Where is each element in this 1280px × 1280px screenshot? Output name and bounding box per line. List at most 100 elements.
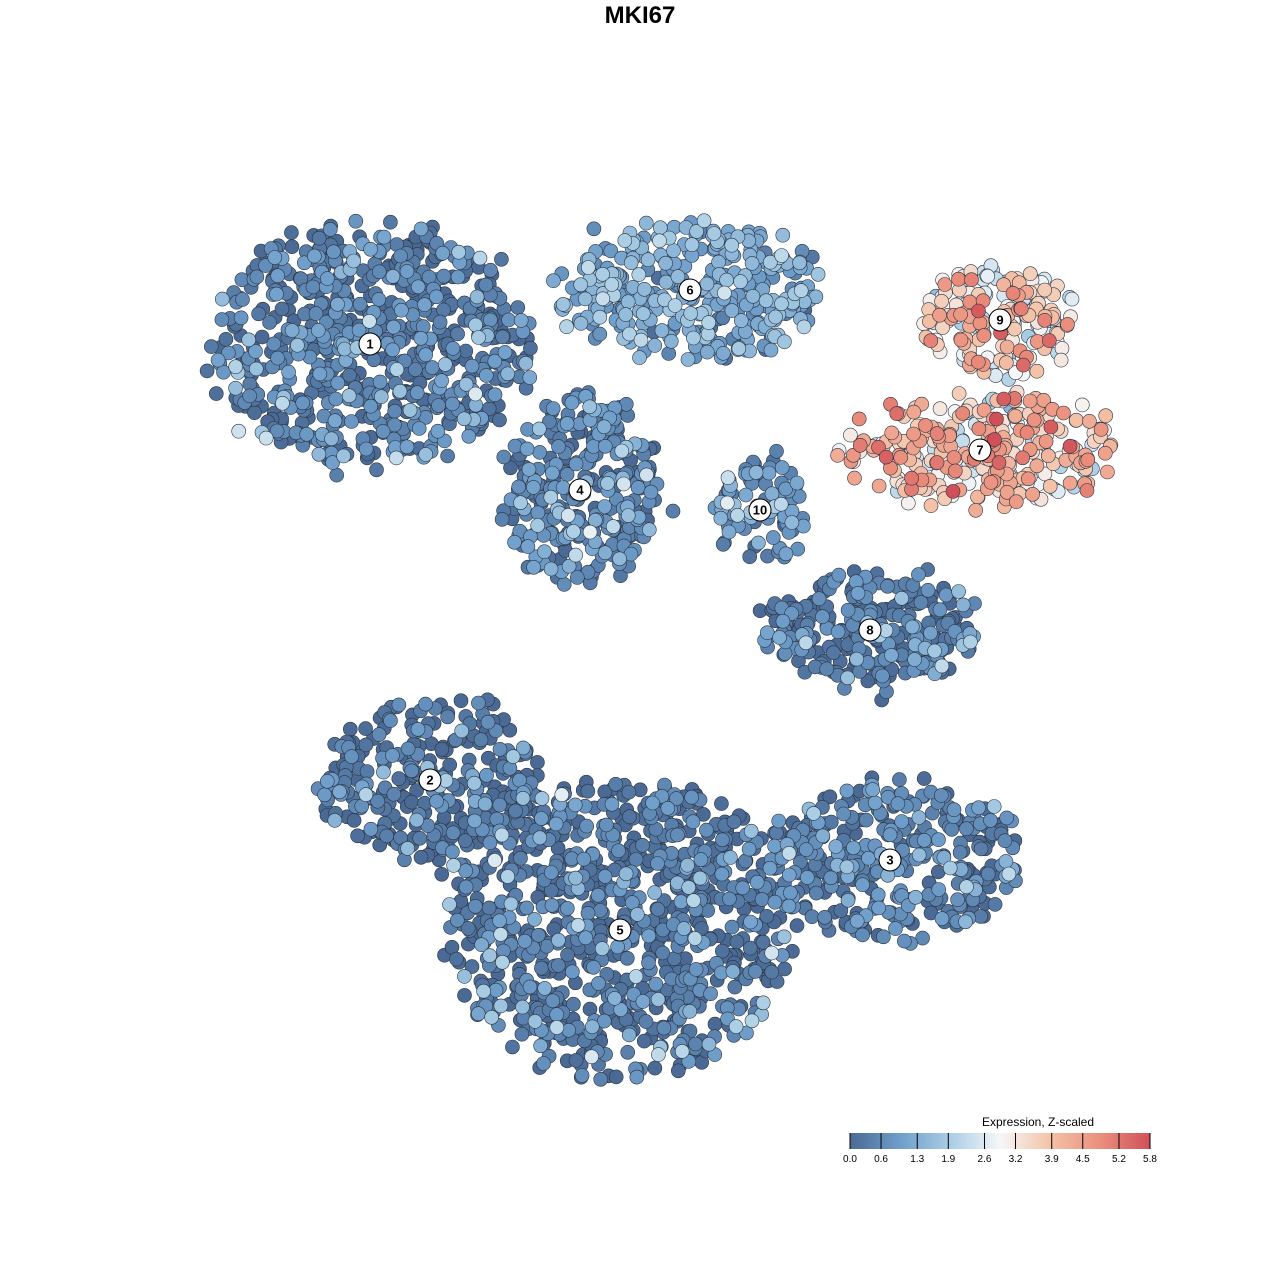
scatter-point [266, 336, 282, 352]
scatter-point [400, 741, 416, 757]
scatter-point [655, 945, 671, 961]
scatter-point [769, 443, 784, 459]
scatter-point [1019, 425, 1035, 440]
scatter-point [543, 489, 559, 505]
scatter-point [468, 898, 483, 914]
scatter-point [890, 796, 906, 812]
scatter-point [638, 215, 654, 231]
scatter-point [413, 849, 429, 865]
scatter-point [269, 286, 284, 302]
scatter-point [299, 426, 315, 442]
scatter-point [555, 480, 571, 495]
scatter-point [611, 843, 626, 859]
scatter-point [621, 784, 637, 800]
scatter-point [494, 512, 510, 527]
scatter-point [792, 255, 807, 271]
scatter-point [720, 470, 736, 486]
scatter-point [531, 421, 547, 437]
scatter-point [858, 812, 874, 828]
scatter-point [532, 830, 548, 846]
scatter-point [471, 695, 486, 711]
scatter-point [388, 450, 404, 466]
scatter-point [715, 536, 731, 552]
scatter-point [449, 951, 464, 967]
scatter-point [435, 245, 451, 261]
scatter-point [617, 233, 633, 248]
scatter-point [687, 931, 703, 946]
scatter-point [663, 333, 679, 349]
scatter-point [577, 291, 593, 307]
scatter-point [759, 625, 775, 641]
scatter-point [330, 296, 345, 312]
scatter-point [733, 313, 749, 328]
scatter-point [621, 1027, 637, 1043]
scatter-point [661, 346, 677, 361]
scatter-point [726, 814, 742, 830]
scatter-point [450, 326, 465, 342]
scatter-point [648, 976, 664, 992]
scatter-point [214, 312, 230, 327]
scatter-point [308, 306, 324, 321]
scatter-point [210, 352, 226, 368]
scatter-point [871, 900, 887, 916]
scatter-point [776, 929, 792, 945]
scatter-point [781, 845, 797, 861]
scatter-point [1042, 478, 1058, 494]
scatter-point [492, 797, 508, 813]
scatter-point [777, 334, 792, 350]
cluster-label-text: 1 [366, 337, 373, 352]
scatter-point [637, 281, 652, 297]
scatter-point [1053, 352, 1069, 368]
scatter-point [348, 213, 364, 229]
scatter-point [811, 591, 827, 607]
scatter-point [514, 1026, 530, 1042]
scatter-point [436, 268, 452, 284]
scatter-point [789, 918, 805, 933]
scatter-point [359, 764, 375, 779]
scatter-point [875, 668, 890, 684]
scatter-point [449, 912, 465, 928]
scatter-point [1075, 397, 1090, 413]
scatter-point [751, 535, 766, 551]
scatter-point [638, 1014, 654, 1029]
scatter-point [519, 441, 535, 457]
scatter-point [597, 869, 613, 884]
scatter-point [473, 732, 489, 748]
scatter-point [682, 1004, 698, 1019]
scatter-point [451, 244, 467, 260]
scatter-point [519, 900, 535, 916]
scatter-point [931, 882, 947, 897]
scatter-point [470, 1006, 486, 1022]
scatter-point [628, 852, 644, 867]
scatter-point [327, 813, 343, 828]
scatter-point [762, 860, 778, 876]
scatter-point [906, 404, 922, 420]
scatter-point [501, 312, 516, 328]
scatter-point [658, 255, 673, 271]
scatter-point [876, 929, 891, 945]
scatter-point [911, 567, 926, 582]
scatter-point [592, 309, 608, 325]
cluster-label-text: 8 [866, 623, 873, 638]
scatter-point [641, 522, 657, 538]
scatter-point [391, 697, 407, 713]
scatter-point [699, 344, 715, 360]
scatter-point [351, 322, 367, 338]
scatter-point [218, 331, 234, 347]
scatter-point [630, 480, 646, 495]
scatter-point [468, 317, 483, 333]
scatter-point [772, 630, 787, 645]
scatter-point [823, 870, 839, 886]
scatter-point [680, 352, 696, 367]
scatter-point [248, 344, 263, 359]
scatter-point [983, 475, 999, 490]
scatter-point [1007, 408, 1023, 424]
scatter-point [383, 214, 398, 230]
scatter-point [537, 544, 552, 560]
scatter-point [370, 793, 386, 809]
scatter-point [983, 813, 998, 828]
scatter-point [989, 411, 1004, 427]
scatter-point [630, 907, 645, 922]
scatter-point [774, 248, 789, 263]
scatter-point [376, 764, 391, 780]
